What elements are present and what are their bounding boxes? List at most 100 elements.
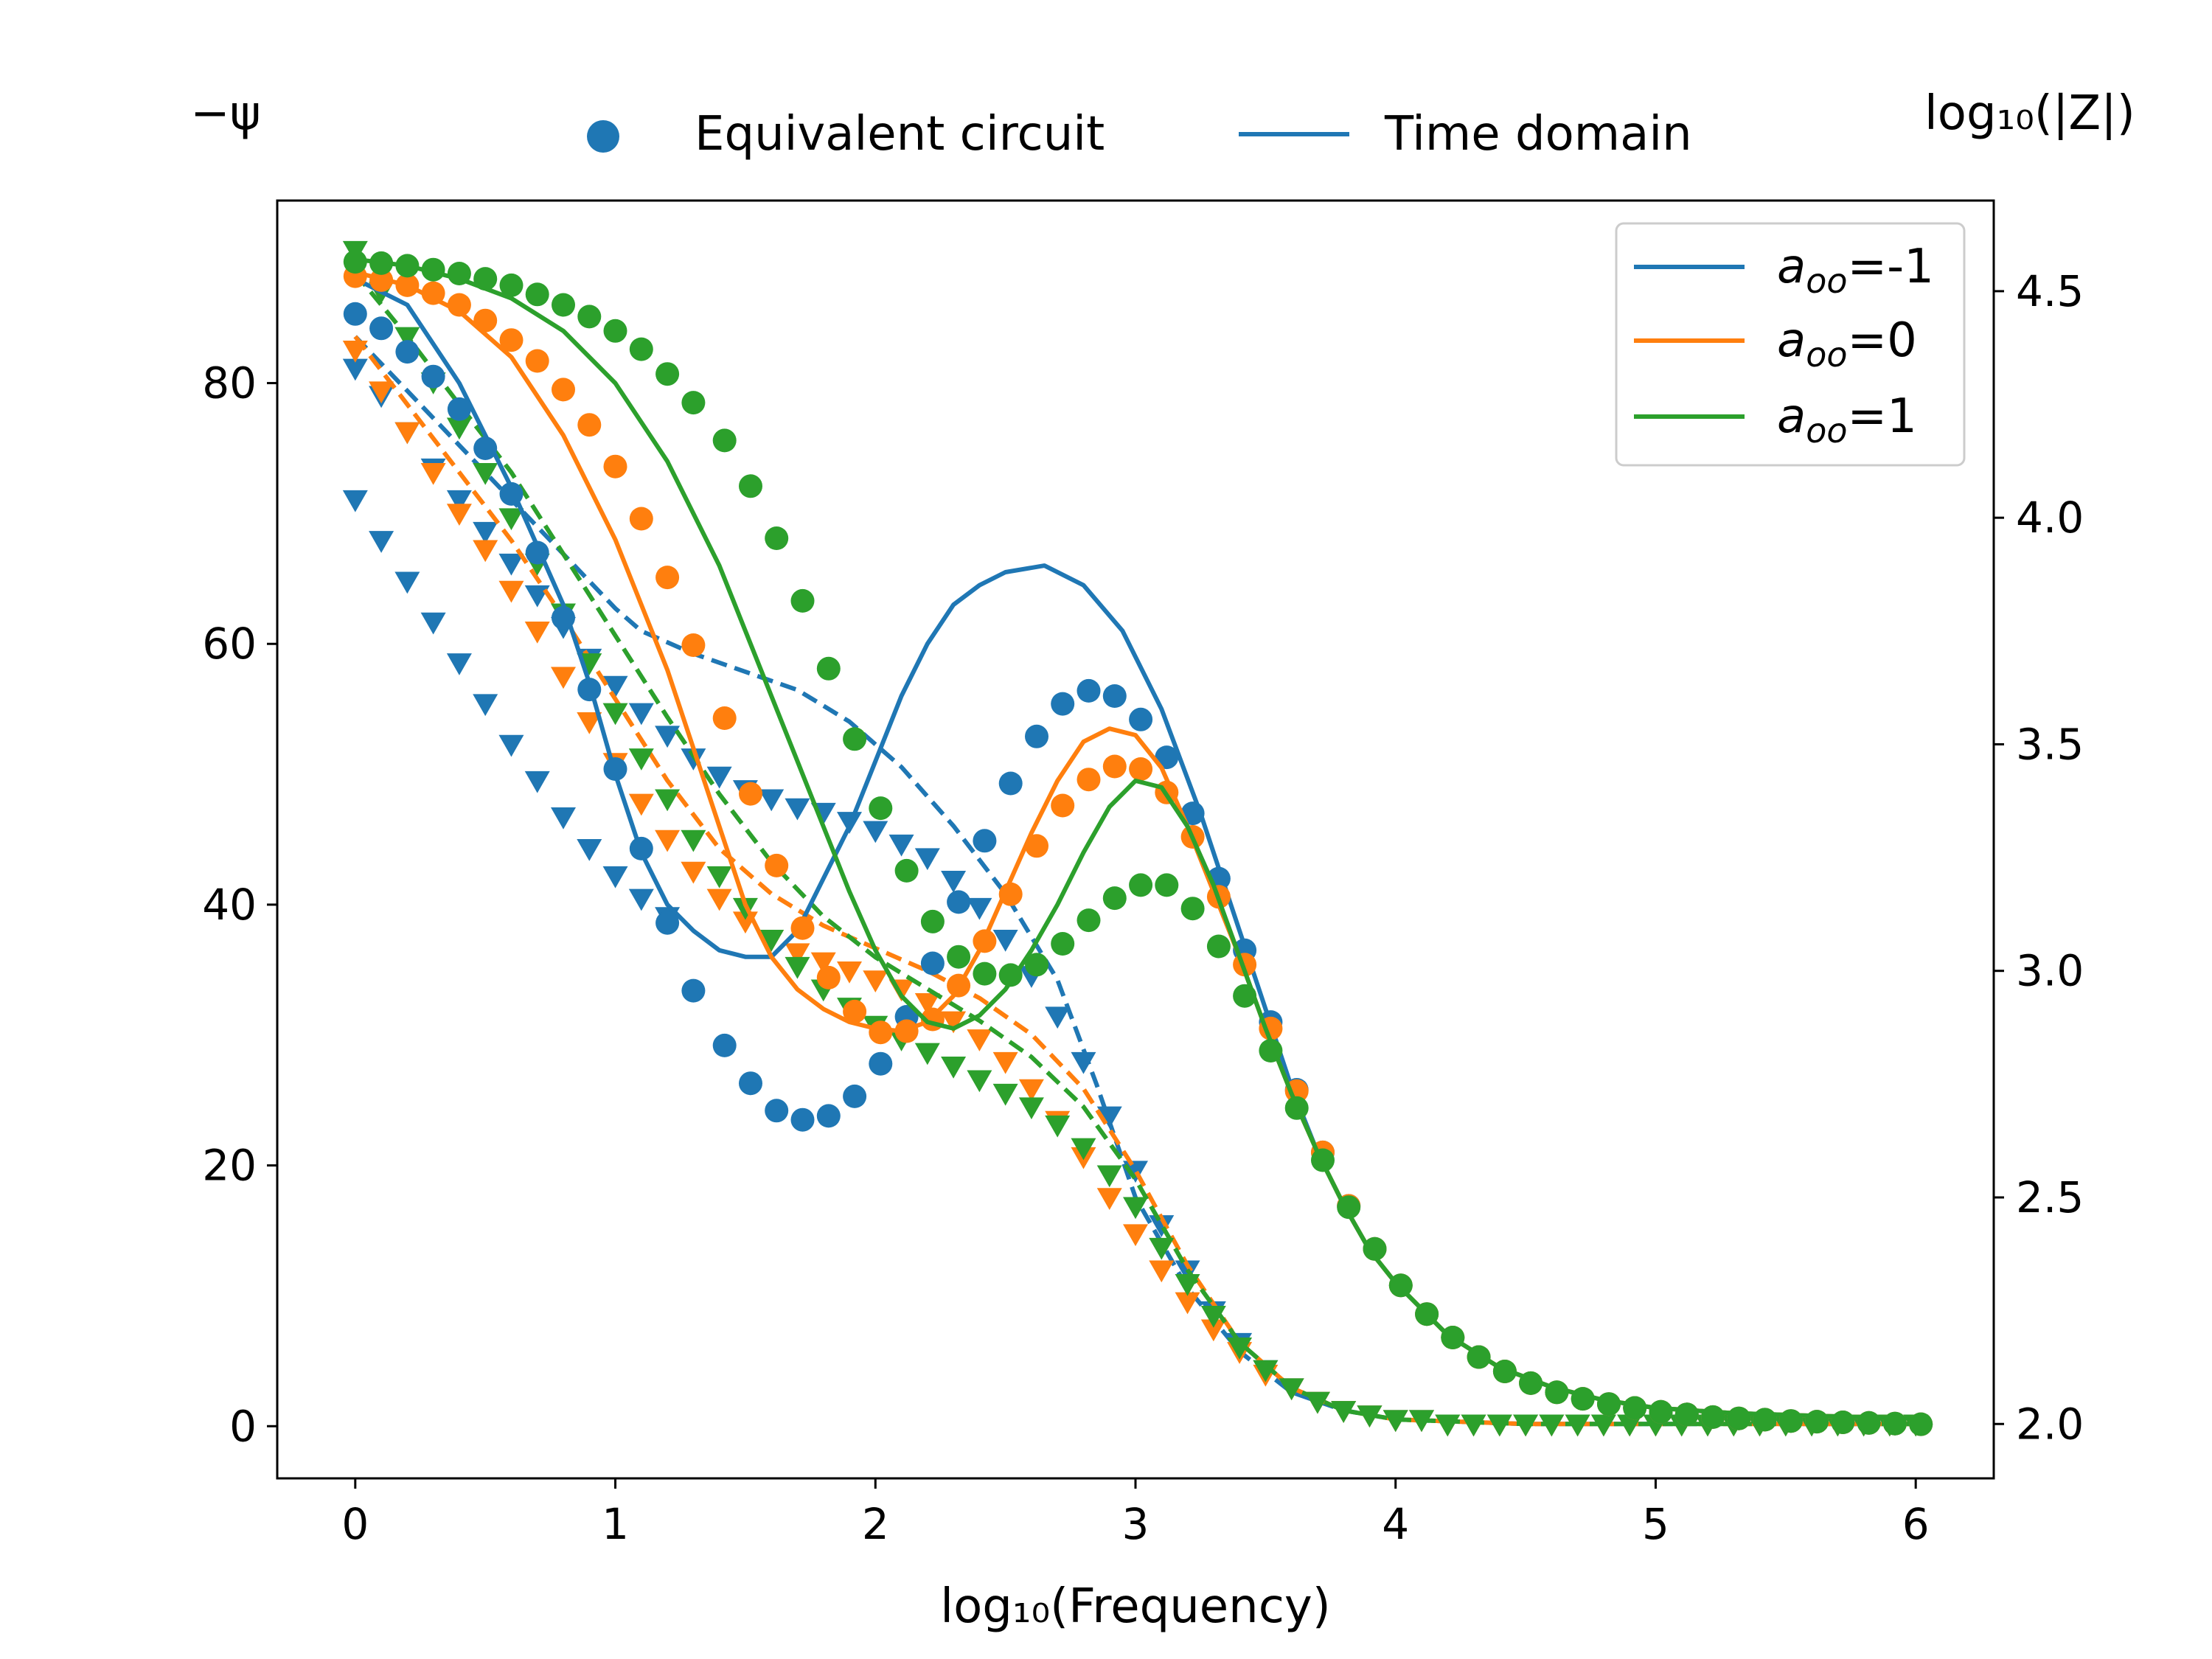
series-legend-label-2: aoo=0 (1777, 313, 1917, 375)
series-1-impedance-point-16 (759, 789, 785, 812)
series-2-phase-point-23 (947, 973, 971, 998)
series-2-impedance-point-5 (473, 540, 498, 563)
series-1-phase-point-0 (343, 302, 367, 326)
left-tick-label-1: 20 (202, 1141, 257, 1191)
series-2-phase-point-13 (681, 633, 706, 657)
series-3-phase-point-23 (947, 945, 971, 969)
series-3-phase-point-34 (1233, 984, 1257, 1008)
series-1-phase-point-4 (447, 397, 471, 421)
series-2-impedance-point-32 (1175, 1292, 1200, 1315)
series-1-impedance-point-22 (914, 848, 940, 871)
series-1-extra-impedance-point-6 (498, 734, 524, 757)
series-1-phase-point-19 (843, 1084, 867, 1108)
series-3-phase-point-27 (1051, 932, 1075, 956)
series-1-phase-point-3 (421, 364, 445, 389)
legend-label-time-domain: Time domain (1384, 107, 1692, 161)
series-1-phase-point-7 (525, 540, 549, 565)
series-1-phase-point-26 (1025, 724, 1048, 748)
series-2-phase-point-30 (1129, 757, 1153, 781)
series-3-impedance-point-40 (1382, 1410, 1408, 1433)
series-3-impedance-point-28 (1071, 1138, 1096, 1161)
series-3-impedance-point-27 (1045, 1115, 1071, 1138)
series-1-impedance-point-11 (628, 703, 654, 726)
series-1-extra-impedance-point-8 (551, 807, 576, 830)
series-3-impedance-point-5 (473, 462, 498, 485)
x-tick-label-0: 0 (341, 1499, 369, 1549)
series-3-impedance-point-16 (759, 929, 785, 952)
series-3-phase-point-48 (1597, 1392, 1621, 1416)
series-3-phase-point-20 (869, 796, 893, 821)
series-3-impedance-point-17 (785, 956, 810, 979)
series-3-phase-point-29 (1102, 886, 1127, 911)
series-1-impedance-point-5 (473, 521, 498, 544)
series-1-phase-point-10 (603, 757, 627, 781)
series-2-impedance-point-19 (837, 961, 862, 984)
series-2-impedance-point-23 (941, 1011, 967, 1034)
series-3-phase-point-35 (1259, 1039, 1283, 1062)
series-3-impedance-point-32 (1175, 1273, 1200, 1296)
series-3-phase-point-33 (1206, 934, 1231, 959)
series-1-impedance-point-6 (498, 553, 524, 576)
x-tick-label-4: 4 (1382, 1499, 1409, 1549)
series-1-extra-impedance-point-9 (577, 839, 602, 861)
left-tick-label-0: 0 (229, 1401, 257, 1451)
left-axis-ticks: 0 20 40 60 80 (202, 358, 277, 1451)
series-3-phase-point-16 (765, 526, 789, 550)
series-2-impedance-point-6 (498, 580, 524, 603)
series-3-phase-point-10 (603, 319, 627, 343)
series-3-impedance-point-23 (941, 1057, 967, 1079)
series-3-phase-point-1 (369, 251, 394, 275)
series-1-extra-impedance-point-4 (446, 653, 472, 675)
right-tick-label-1: 2.5 (2016, 1172, 2084, 1222)
series-2-phase-point-15 (739, 782, 762, 806)
series-3-impedance-point-4 (446, 417, 472, 440)
series-1-phase-point-13 (681, 978, 706, 1003)
series-legend-box (1615, 222, 1966, 467)
series-3-phase-point-50 (1649, 1399, 1673, 1424)
series-2-phase-point-1 (369, 268, 394, 292)
series-legend-label-2-value: =0 (1848, 313, 1917, 368)
series-1-impedance-point-30 (1123, 1161, 1148, 1183)
series-2-impedance-point-22 (914, 992, 940, 1015)
series-2-phase-point-26 (1025, 834, 1048, 858)
series-1-phase-point-32 (1180, 801, 1205, 826)
series-3-phase-point-7 (525, 282, 549, 307)
series-2-impedance-point-25 (992, 1051, 1018, 1074)
series-3-phase-point-54 (1753, 1408, 1777, 1432)
series-1-phase-point-11 (629, 836, 653, 860)
series-1-impedance-point-4 (446, 490, 472, 512)
series-2-impedance-point-9 (577, 712, 602, 734)
left-tick-label-4: 80 (202, 358, 257, 408)
series-3-phase-point-3 (421, 257, 445, 282)
series-2-phase-point-7 (525, 349, 549, 373)
series-3-phase-point-15 (739, 474, 762, 498)
series-3-phase-point-46 (1545, 1380, 1569, 1405)
series-1-phase-point-14 (712, 1033, 737, 1057)
series-3-impedance-point-31 (1149, 1237, 1175, 1260)
series-1-phase-point-24 (973, 829, 997, 853)
series-2-impedance-point-33 (1200, 1319, 1226, 1342)
series-1-impedance-point-23 (941, 871, 967, 893)
series-legend-label-3-sub: oo (1806, 411, 1847, 451)
series-2-phase-point-29 (1102, 754, 1127, 779)
series-3-impedance-point-26 (1018, 1097, 1044, 1120)
series-3-impedance-point-10 (602, 703, 628, 726)
series-3-phase-point-53 (1727, 1406, 1751, 1430)
series-3-phase-point-28 (1077, 908, 1101, 933)
series-2-phase-point-6 (499, 328, 524, 352)
series-1-phase-point-17 (790, 1107, 815, 1132)
series-2-phase-point-24 (973, 929, 997, 953)
series-1-extra-impedance-point-2 (394, 571, 420, 594)
series-1-impedance-line (353, 335, 1916, 1427)
series-2-impedance-line (353, 335, 1916, 1427)
series-1-impedance-point-10 (602, 675, 628, 698)
series-2-phase-point-2 (395, 273, 420, 297)
series-legend-label-1: aoo=-1 (1777, 240, 1934, 301)
series-2-phase-point-17 (790, 916, 815, 940)
series-2-impedance-point-7 (524, 622, 550, 644)
x-tick-label-2: 2 (862, 1499, 889, 1549)
series-3-phase-point-19 (843, 727, 867, 751)
series-3-phase-point-18 (816, 656, 841, 681)
series-2-phase-point-12 (655, 566, 680, 590)
series-1-impedance-point-24 (967, 897, 992, 920)
